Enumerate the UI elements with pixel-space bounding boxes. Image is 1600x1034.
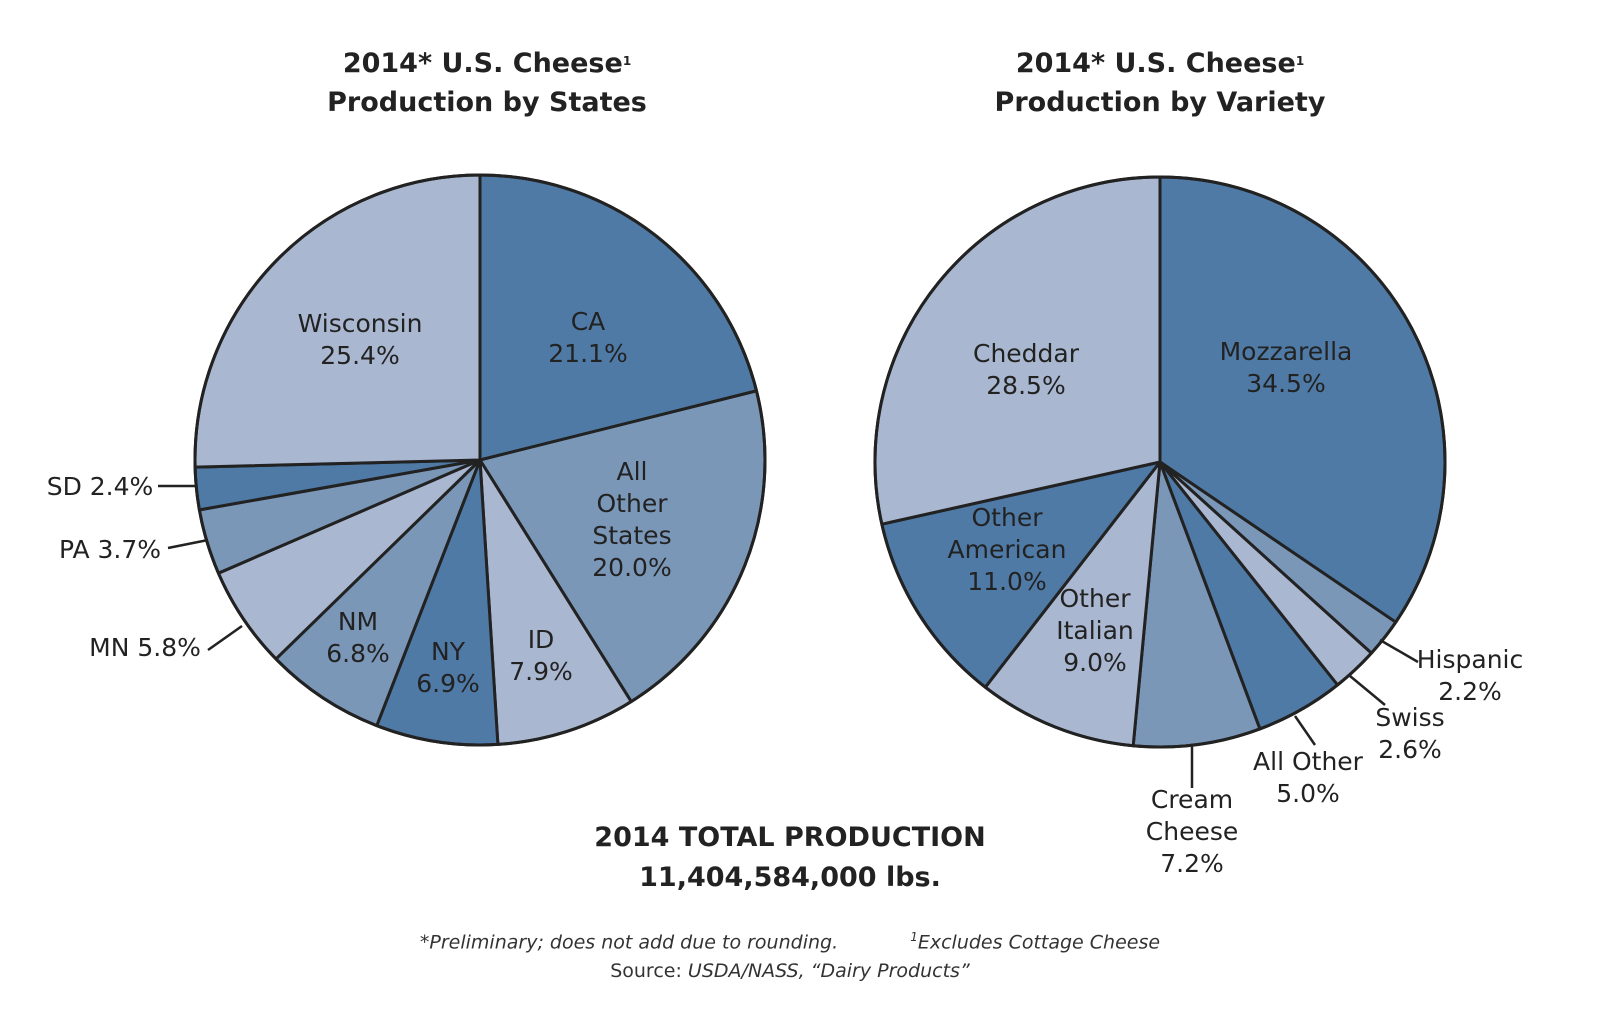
label-line: NY [431, 637, 466, 666]
label-pa: PA 3.7% [59, 535, 161, 564]
label-line: MN 5.8% [89, 633, 201, 662]
total-production: 2014 TOTAL PRODUCTION 11,404,584,000 lbs… [540, 818, 1040, 898]
label-line: 21.1% [548, 339, 627, 368]
total-value: 11,404,584,000 lbs. [639, 862, 941, 893]
left-title-footnote-mark: 1 [622, 54, 632, 68]
label-mn: MN 5.8% [89, 633, 201, 662]
label-sd: SD 2.4% [47, 472, 154, 501]
label-line: 5.0% [1276, 779, 1340, 808]
pie-states: CA 21.1% All Other States 20.0% ID 7.9% NY 6.9% NM… [47, 173, 767, 747]
leader-line-hispanic [1379, 638, 1419, 664]
right-title-footnote-mark: 1 [1295, 54, 1305, 68]
label-line: Italian [1056, 616, 1134, 645]
label-line: Wisconsin [298, 309, 423, 338]
label-line: 20.0% [592, 553, 671, 582]
source-text: USDA/NASS, “Dairy Products” [687, 960, 970, 982]
label-line: States [592, 521, 671, 550]
excludes-note: Excludes Cottage Cheese [917, 931, 1161, 954]
label-line: 2.2% [1438, 677, 1502, 706]
label-line: Other [972, 503, 1044, 532]
left-subtitle: Production by States [327, 87, 647, 118]
leader-line-mn [207, 624, 243, 652]
label-id: ID 7.9% [509, 625, 573, 686]
label-line: Cheese [1146, 817, 1238, 846]
label-line: CA [571, 307, 606, 336]
label-ny: NY 6.9% [416, 637, 480, 698]
label-cream-cheese: Cream Cheese 7.2% [1146, 785, 1238, 878]
label-all-other: All Other 5.0% [1253, 747, 1364, 808]
label-line: American [948, 535, 1067, 564]
label-ca: CA 21.1% [548, 307, 627, 368]
left-title-text: 2014* U.S. Cheese [342, 48, 623, 79]
label-line: Swiss [1375, 703, 1444, 732]
label-hispanic: Hispanic 2.2% [1417, 645, 1524, 706]
label-line: SD 2.4% [47, 472, 154, 501]
right-title-text: 2014* U.S. Cheese [1015, 48, 1296, 79]
label-line: All [617, 457, 648, 486]
leader-line-swiss [1349, 675, 1386, 706]
source-label: Source: [610, 960, 682, 982]
label-line: ID [528, 625, 555, 654]
label-mozzarella: Mozzarella 34.5% [1220, 337, 1353, 398]
label-line: PA 3.7% [59, 535, 161, 564]
label-line: 34.5% [1246, 369, 1325, 398]
pie-variety: Mozzarella 34.5% Hispanic 2.2%Swiss 2.6% All … [873, 175, 1524, 878]
leader-line-pa [167, 538, 209, 550]
total-label: 2014 TOTAL PRODUCTION [594, 822, 986, 853]
right-subtitle: Production by Variety [994, 87, 1326, 118]
label-line: 7.9% [509, 657, 573, 686]
left-chart-title: 2014* U.S. Cheese1 Production by States [237, 44, 737, 122]
label-other-american: Other American 11.0% [948, 503, 1067, 596]
label-line: 9.0% [1063, 648, 1127, 677]
label-line: NM [338, 607, 378, 636]
label-other-italian: Other Italian 9.0% [1056, 584, 1134, 677]
label-swiss: Swiss 2.6% [1375, 703, 1444, 764]
right-chart-title: 2014* U.S. Cheese1 Production by Variety [910, 44, 1410, 122]
label-line: 2.6% [1378, 735, 1442, 764]
label-cheddar: Cheddar 28.5% [973, 339, 1080, 400]
label-line: 6.9% [416, 669, 480, 698]
label-line: Other [1060, 584, 1132, 613]
label-line: 6.8% [326, 639, 390, 668]
leader-line-all-other [1293, 715, 1317, 746]
footnote-line: *Preliminary; does not add due to roundi… [380, 930, 1200, 953]
label-line: 11.0% [967, 567, 1046, 596]
label-line: Other [597, 489, 669, 518]
label-line: 7.2% [1160, 849, 1224, 878]
label-line: Mozzarella [1220, 337, 1353, 366]
label-line: 28.5% [986, 371, 1065, 400]
preliminary-note: *Preliminary; does not add due to roundi… [419, 931, 839, 954]
label-all-other-states: All Other States 20.0% [592, 457, 671, 582]
label-line: Cream [1151, 785, 1233, 814]
label-wisconsin: Wisconsin 25.4% [298, 309, 423, 370]
source-line: Source: USDA/NASS, “Dairy Products” [380, 960, 1200, 982]
label-line: 25.4% [320, 341, 399, 370]
label-nm: NM 6.8% [326, 607, 390, 668]
label-line: All Other [1253, 747, 1364, 776]
pie-outline [873, 175, 1447, 749]
excludes-mark: 1 [910, 930, 918, 944]
pie-outline [193, 173, 767, 747]
label-line: Cheddar [973, 339, 1080, 368]
label-line: Hispanic [1417, 645, 1524, 674]
